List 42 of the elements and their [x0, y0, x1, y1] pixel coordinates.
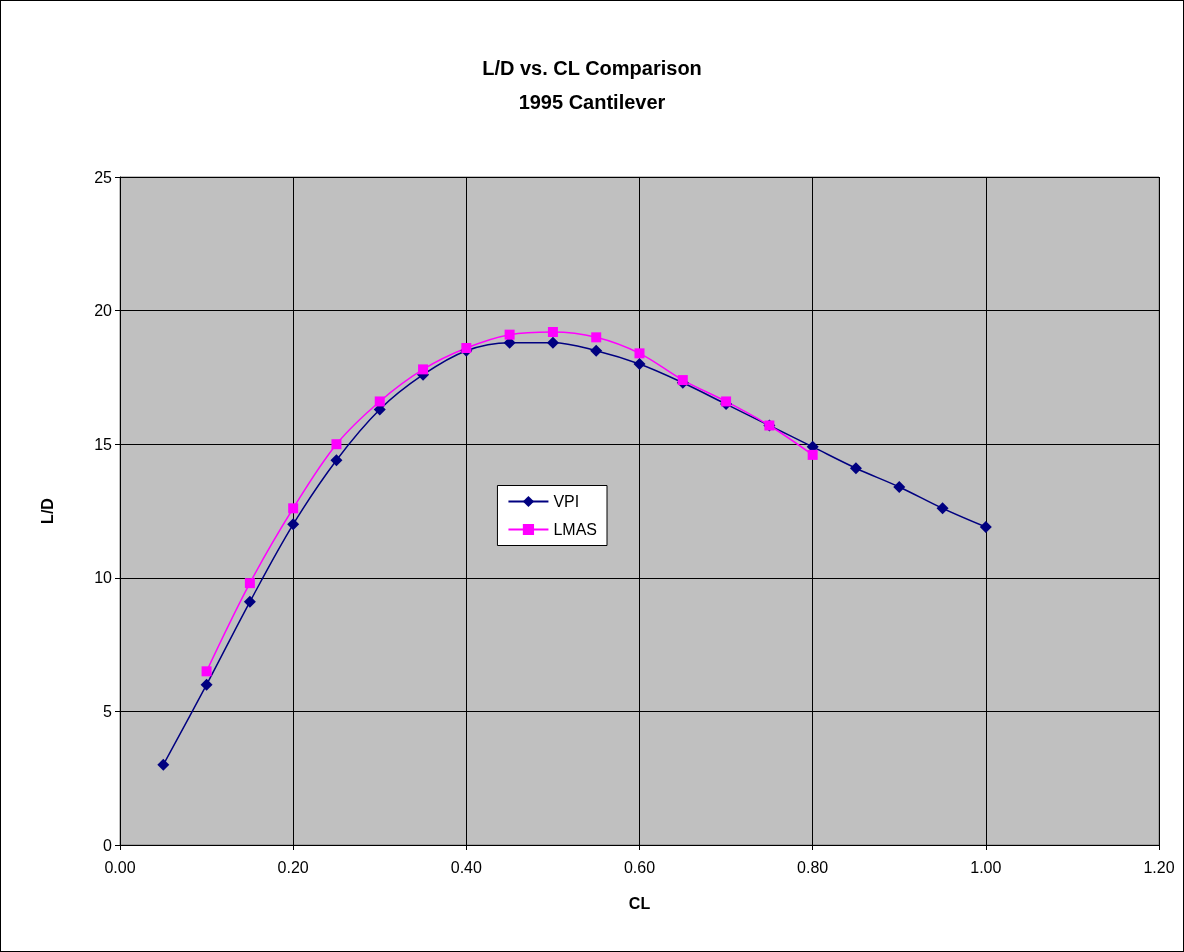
point	[547, 326, 558, 337]
point	[288, 503, 299, 514]
point	[979, 521, 992, 534]
point	[591, 332, 602, 343]
y-tick-label: 20	[94, 302, 113, 320]
point	[330, 454, 343, 467]
x-tick-label: 1.00	[970, 858, 1002, 876]
x-axis-title: CL	[628, 894, 651, 912]
point	[244, 578, 255, 589]
y-tick-label: 10	[94, 569, 113, 587]
point	[418, 364, 429, 375]
x-tick-label: 0.00	[104, 858, 136, 876]
point	[893, 480, 906, 493]
x-tick-label: 0.60	[623, 858, 656, 876]
x-tick-label: 0.80	[797, 858, 829, 876]
chart-title: L/D vs. CL Comparison 1995 Cantilever	[482, 57, 702, 113]
point	[287, 518, 300, 531]
y-tick-label: 0	[103, 836, 113, 854]
x-tick-label: 1.20	[1143, 858, 1175, 876]
point	[634, 348, 645, 359]
point	[633, 358, 646, 371]
y-tick-label: 5	[103, 702, 113, 720]
y-tick-label: 15	[94, 435, 113, 453]
point	[157, 758, 170, 771]
point	[504, 329, 515, 340]
point	[201, 666, 212, 677]
point	[936, 502, 949, 515]
legend-label: VPI	[553, 493, 580, 510]
y-tick-label: 25	[94, 168, 113, 186]
legend-label: LMAS	[553, 521, 598, 538]
x-tick-label: 0.40	[450, 858, 483, 876]
point	[721, 396, 732, 407]
x-tick-label: 0.20	[277, 858, 309, 876]
point	[200, 678, 213, 691]
point	[590, 344, 603, 357]
point	[374, 396, 385, 407]
y-axis-title: L/D	[38, 498, 56, 524]
point	[849, 462, 862, 475]
point	[243, 595, 256, 608]
point	[331, 439, 342, 450]
point	[807, 449, 818, 460]
point	[546, 336, 559, 349]
